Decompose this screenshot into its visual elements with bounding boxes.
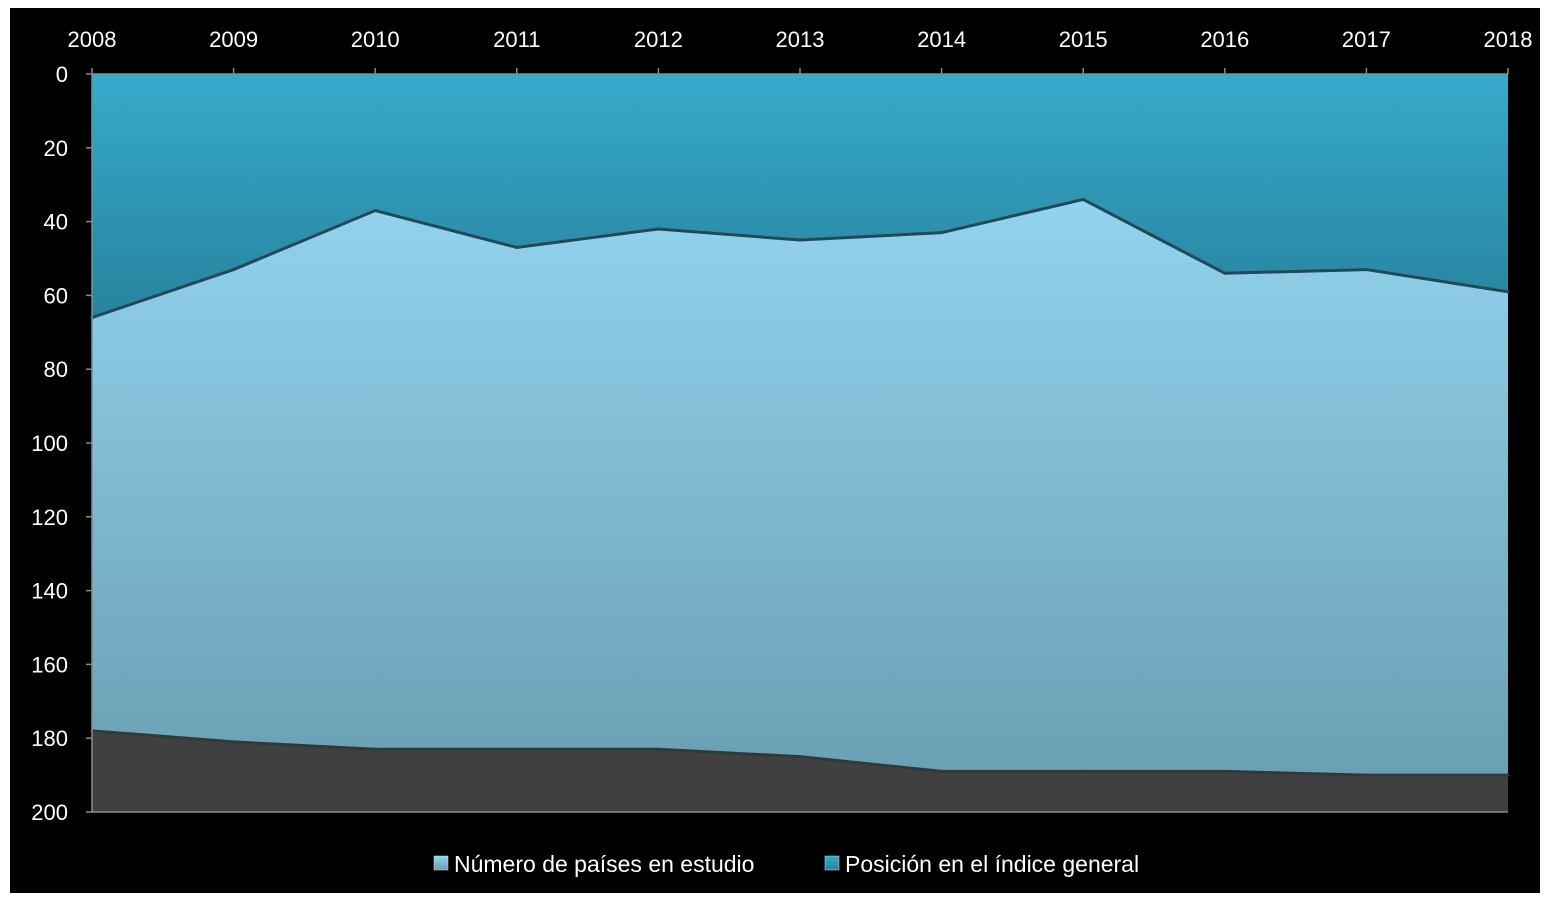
y-tick-label: 200 — [31, 800, 68, 825]
legend-label-posicion: Posición en el índice general — [845, 851, 1139, 877]
data-point-numero-de-paises — [1364, 773, 1368, 777]
data-point-posicion — [798, 238, 802, 242]
x-tick-label: 2014 — [917, 27, 966, 52]
y-tick-label: 20 — [44, 136, 68, 161]
data-point-numero-de-paises — [515, 747, 519, 751]
data-point-posicion — [1081, 197, 1085, 201]
legend-swatch-numero-de-paises — [433, 855, 449, 871]
data-point-posicion — [232, 268, 236, 272]
series-area-posicion — [92, 74, 1508, 318]
x-tick-label: 2011 — [493, 27, 540, 52]
x-tick-label: 2010 — [351, 27, 400, 52]
data-point-numero-de-paises — [373, 747, 377, 751]
data-point-numero-de-paises — [798, 755, 802, 759]
series-area-numero-de-paises — [92, 199, 1508, 776]
y-tick-label: 40 — [44, 210, 68, 235]
data-point-numero-de-paises — [656, 747, 660, 751]
y-tick-label: 80 — [44, 357, 68, 382]
data-point-posicion — [1223, 271, 1227, 275]
data-point-numero-de-paises — [232, 740, 236, 744]
y-tick-label: 0 — [56, 62, 68, 87]
data-point-numero-de-paises — [1081, 769, 1085, 773]
data-point-posicion — [515, 245, 519, 249]
area-chart: 2008 2009 2010 2011 2012 2013 2014 2015 2016 2017… — [31, 27, 1533, 877]
data-point-posicion — [656, 227, 660, 231]
x-tick-label: 2017 — [1342, 27, 1391, 52]
x-tick-label: 2015 — [1059, 27, 1108, 52]
y-tick-label: 160 — [31, 652, 68, 677]
data-point-posicion — [373, 209, 377, 213]
data-point-numero-de-paises — [940, 769, 944, 773]
y-tick-label: 180 — [31, 726, 68, 751]
base-area — [92, 730, 1508, 812]
data-point-posicion — [1506, 290, 1510, 294]
chart-frame: 2008 2009 2010 2011 2012 2013 2014 2015 2016 2017… — [10, 8, 1540, 893]
data-point-posicion — [1364, 268, 1368, 272]
y-tick-label: 60 — [44, 283, 68, 308]
x-tick-label: 2018 — [1484, 27, 1533, 52]
y-tick-label: 100 — [31, 431, 68, 456]
x-tick-label: 2009 — [209, 27, 258, 52]
data-point-posicion — [940, 231, 944, 235]
x-tick-label: 2013 — [776, 27, 825, 52]
x-tick-label: 2012 — [634, 27, 683, 52]
data-point-numero-de-paises — [1223, 769, 1227, 773]
legend-swatch-posicion — [824, 855, 840, 871]
x-tick-label: 2016 — [1200, 27, 1249, 52]
y-tick-label: 120 — [31, 505, 68, 530]
x-tick-label: 2008 — [68, 27, 117, 52]
y-tick-label: 140 — [31, 579, 68, 604]
data-point-numero-de-paises — [1506, 773, 1510, 777]
legend-label-numero-de-paises: Número de países en estudio — [454, 851, 754, 877]
